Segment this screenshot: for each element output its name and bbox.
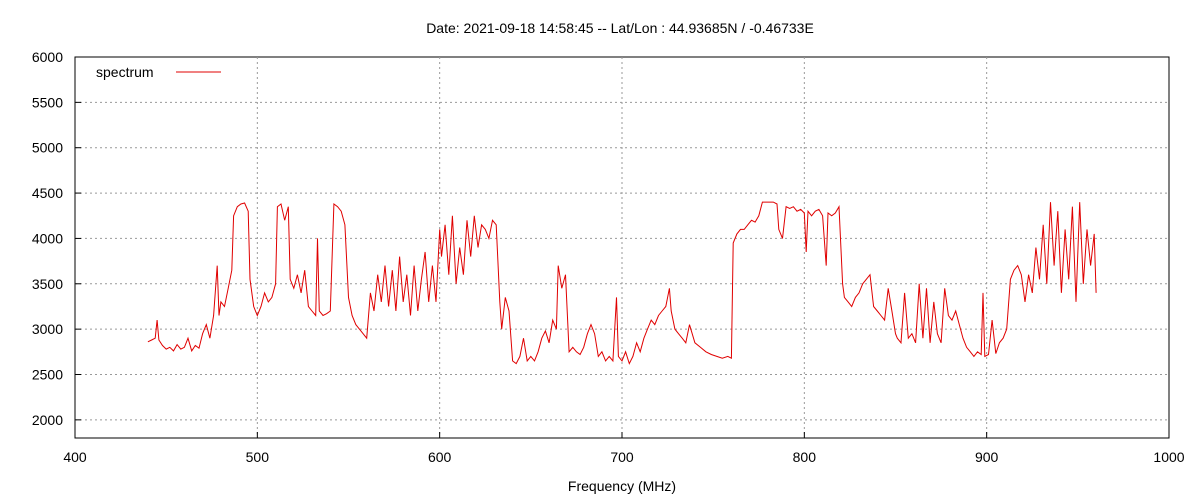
- y-tick-label: 2500: [32, 367, 63, 383]
- y-tick-label: 3000: [32, 321, 63, 337]
- x-axis-label: Frequency (MHz): [568, 478, 676, 494]
- chart-title: Date: 2021-09-18 14:58:45 -- Lat/Lon : 4…: [426, 20, 814, 36]
- y-tick-label: 4500: [32, 185, 63, 201]
- y-tick-label: 3500: [32, 276, 63, 292]
- legend-label: spectrum: [96, 64, 154, 80]
- x-tick-label: 700: [610, 449, 634, 465]
- y-tick-label: 5000: [32, 140, 63, 156]
- series-line: [147, 201, 1097, 365]
- x-tick-label: 900: [975, 449, 999, 465]
- x-tick-label: 500: [246, 449, 270, 465]
- x-tick-label: 800: [793, 449, 817, 465]
- x-tick-label: 1000: [1153, 449, 1184, 465]
- x-tick-label: 400: [63, 449, 87, 465]
- y-tick-label: 4000: [32, 230, 63, 246]
- y-tick-label: 2000: [32, 412, 63, 428]
- y-tick-label: 6000: [32, 49, 63, 65]
- x-tick-label: 600: [428, 449, 452, 465]
- y-tick-label: 5500: [32, 94, 63, 110]
